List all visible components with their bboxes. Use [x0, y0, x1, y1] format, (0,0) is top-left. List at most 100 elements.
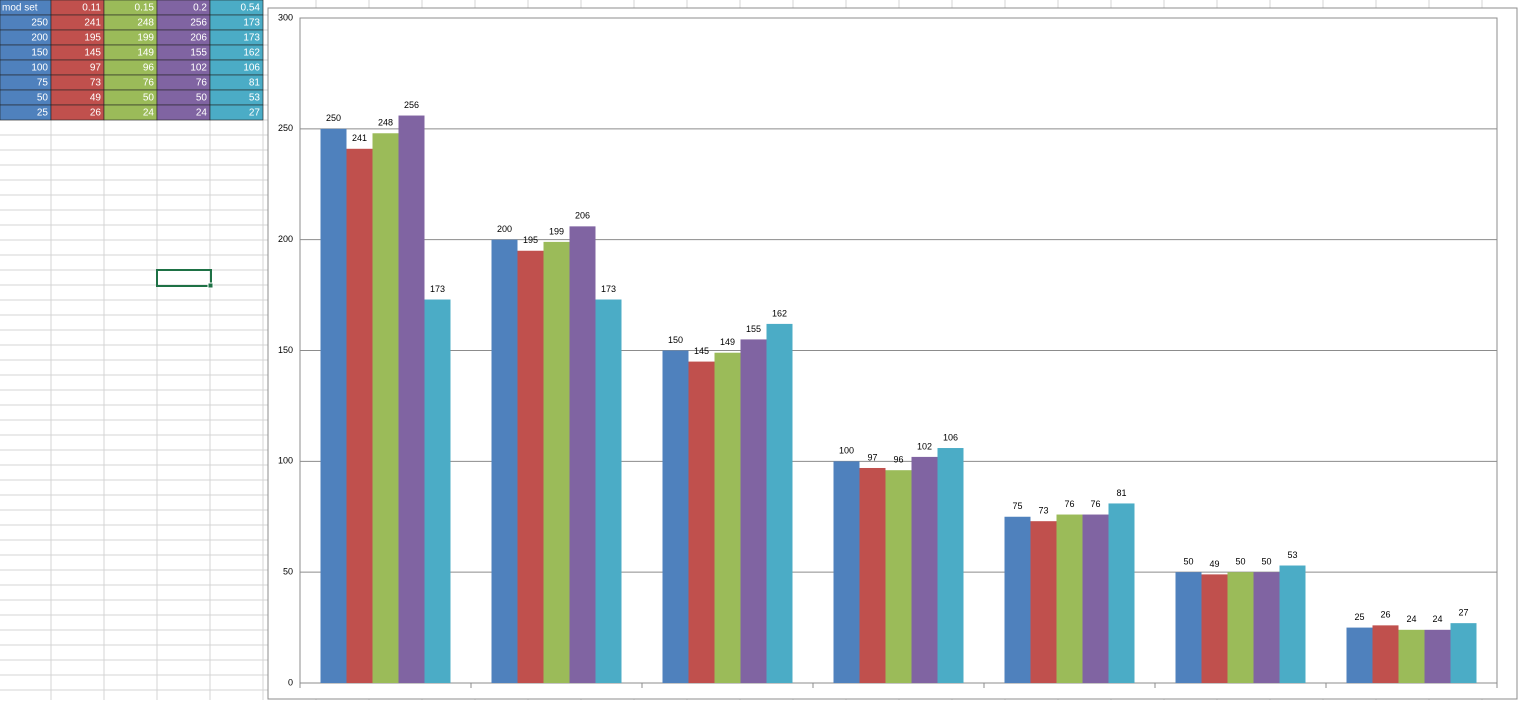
table-value: 173 [243, 33, 260, 44]
table-value: 97 [90, 63, 102, 74]
table-value: 199 [137, 33, 154, 44]
data-label: 250 [326, 113, 341, 123]
bar [1372, 625, 1399, 683]
data-label: 199 [549, 226, 564, 236]
table-value: 25 [37, 108, 49, 119]
data-label: 75 [1012, 501, 1022, 511]
table-value: 173 [243, 18, 260, 29]
table-value: 76 [143, 78, 155, 89]
bar [766, 323, 793, 683]
table-header: 0.2 [193, 3, 207, 14]
bar [1398, 629, 1425, 683]
y-tick-label: 100 [278, 456, 293, 466]
data-label: 50 [1261, 557, 1271, 567]
table-value: 50 [196, 93, 208, 104]
table-value: 162 [243, 48, 260, 59]
bar [937, 448, 964, 683]
table-value: 250 [31, 18, 48, 29]
bar [859, 467, 886, 683]
bar [1424, 629, 1451, 683]
data-label: 206 [575, 211, 590, 221]
table-value: 150 [31, 48, 48, 59]
table-value: 24 [196, 108, 208, 119]
data-label: 76 [1090, 499, 1100, 509]
data-label: 162 [772, 308, 787, 318]
table-value: 76 [196, 78, 208, 89]
data-label: 155 [746, 324, 761, 334]
table-value: 75 [37, 78, 49, 89]
bar [740, 339, 767, 683]
table-value: 53 [249, 93, 261, 104]
data-label: 26 [1380, 610, 1390, 620]
bar [320, 128, 347, 684]
bar [517, 250, 544, 683]
y-tick-label: 300 [278, 12, 293, 22]
table-value: 26 [90, 108, 102, 119]
bar [595, 299, 622, 683]
data-label: 100 [839, 446, 854, 456]
bar [714, 352, 741, 683]
table-value: 241 [84, 18, 101, 29]
data-table: mod set 0.11 0.15 0.2 0.54 250 241 248 256 173 200… [0, 0, 264, 121]
bar [1175, 572, 1202, 683]
data-label: 173 [430, 284, 445, 294]
data-label: 97 [867, 452, 877, 462]
table-value: 155 [190, 48, 207, 59]
data-label: 102 [917, 441, 932, 451]
data-label: 50 [1235, 557, 1245, 567]
data-label: 256 [404, 100, 419, 110]
data-label: 96 [893, 455, 903, 465]
bar [1450, 623, 1477, 683]
data-label: 149 [720, 337, 735, 347]
data-label: 27 [1458, 608, 1468, 618]
data-label: 25 [1354, 612, 1364, 622]
bar [833, 461, 860, 683]
data-label: 76 [1064, 499, 1074, 509]
y-tick-label: 50 [283, 567, 293, 577]
table-value: 256 [190, 18, 207, 29]
table-value: 73 [90, 78, 102, 89]
table-value: 96 [143, 63, 155, 74]
table-value: 248 [137, 18, 154, 29]
bar [569, 226, 596, 683]
table-value: 200 [31, 33, 48, 44]
bar [1056, 514, 1083, 683]
data-label: 73 [1038, 506, 1048, 516]
table-value: 50 [37, 93, 49, 104]
bar [885, 470, 912, 683]
table-value: 81 [249, 78, 261, 89]
bar [1227, 572, 1254, 683]
table-header: 0.15 [135, 3, 155, 14]
bar [911, 456, 938, 683]
table-value: 27 [249, 108, 261, 119]
bar [346, 148, 373, 684]
table-value: 102 [190, 63, 207, 74]
table-value: 50 [143, 93, 155, 104]
bar [543, 241, 570, 683]
table-value: 149 [137, 48, 154, 59]
selected-cell[interactable] [156, 269, 212, 287]
data-label: 145 [694, 346, 709, 356]
bar [1082, 514, 1109, 683]
table-value: 206 [190, 33, 207, 44]
bar [372, 133, 399, 683]
bar [1253, 572, 1280, 683]
data-label: 49 [1209, 559, 1219, 569]
bar [491, 239, 518, 683]
bar [1030, 521, 1057, 683]
fill-handle[interactable] [207, 282, 214, 289]
table-header: 0.11 [82, 3, 101, 14]
data-label: 24 [1432, 614, 1442, 624]
table-cell [209, 104, 264, 121]
table-value: 145 [84, 48, 101, 59]
data-label: 150 [668, 335, 683, 345]
table-header: 0.54 [241, 3, 261, 14]
chart[interactable]: 0 50 100 150 200 250 300 250 241 248 256 173 200 195 1… [267, 7, 1518, 700]
bar [1108, 503, 1135, 683]
bar [1201, 574, 1228, 683]
y-tick-label: 150 [278, 345, 293, 355]
bar [688, 361, 715, 683]
bar [1346, 627, 1373, 683]
table-value: 100 [31, 63, 48, 74]
